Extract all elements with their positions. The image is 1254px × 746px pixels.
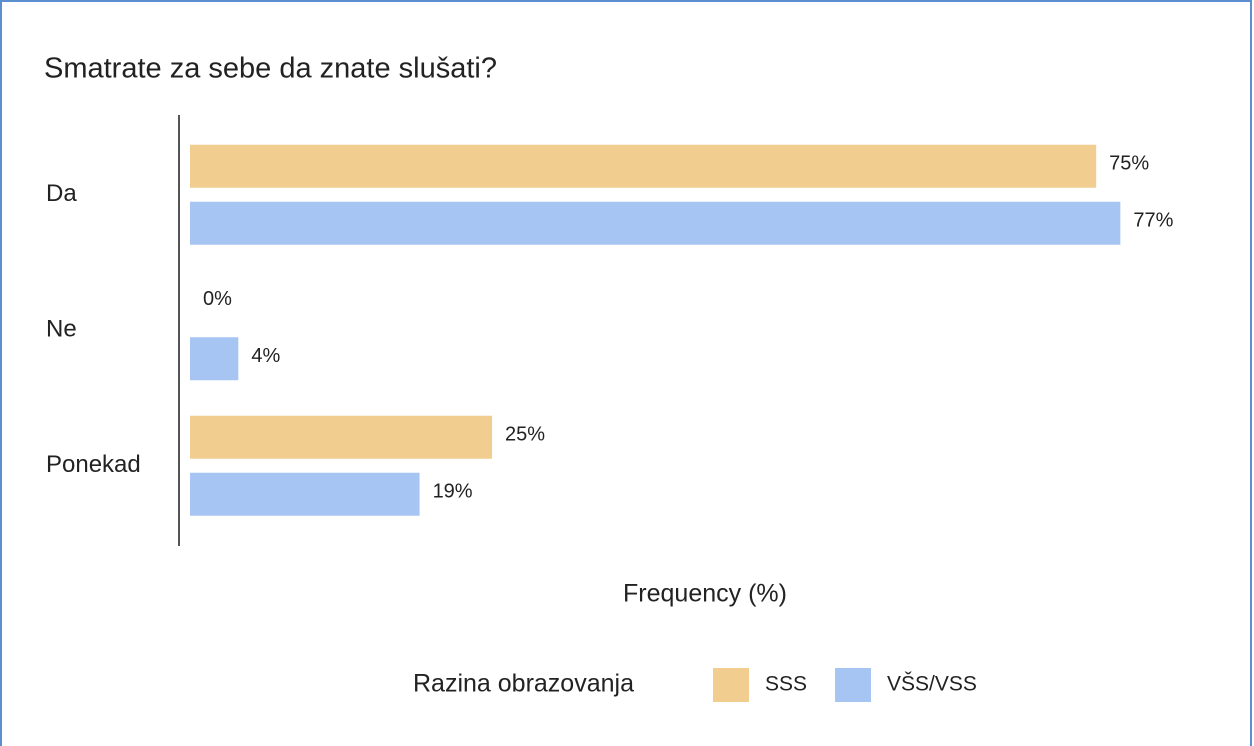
data-label: 25% [505, 424, 545, 446]
y-tick-label: Ponekad [46, 451, 141, 478]
y-tick-label: Ne [46, 316, 77, 343]
bar [190, 415, 493, 459]
bar [190, 201, 1121, 245]
x-axis-label: Frequency (%) [623, 580, 787, 608]
legend-title: Razina obrazovanja [413, 670, 634, 698]
y-tick-label: Da [46, 180, 77, 207]
data-label: 75% [1109, 153, 1149, 175]
chart-title: Smatrate za sebe da znate slušati? [44, 53, 497, 85]
data-label: 4% [251, 345, 280, 367]
data-label: 77% [1133, 210, 1173, 232]
legend-swatch [713, 668, 749, 702]
bar [190, 337, 239, 381]
bar [190, 472, 420, 516]
bar [190, 144, 1097, 188]
legend-label: SSS [765, 673, 807, 696]
data-label: 19% [433, 481, 473, 503]
legend-swatch [835, 668, 871, 702]
data-label: 0% [203, 288, 232, 310]
legend-label: VŠS/VSS [887, 673, 977, 696]
